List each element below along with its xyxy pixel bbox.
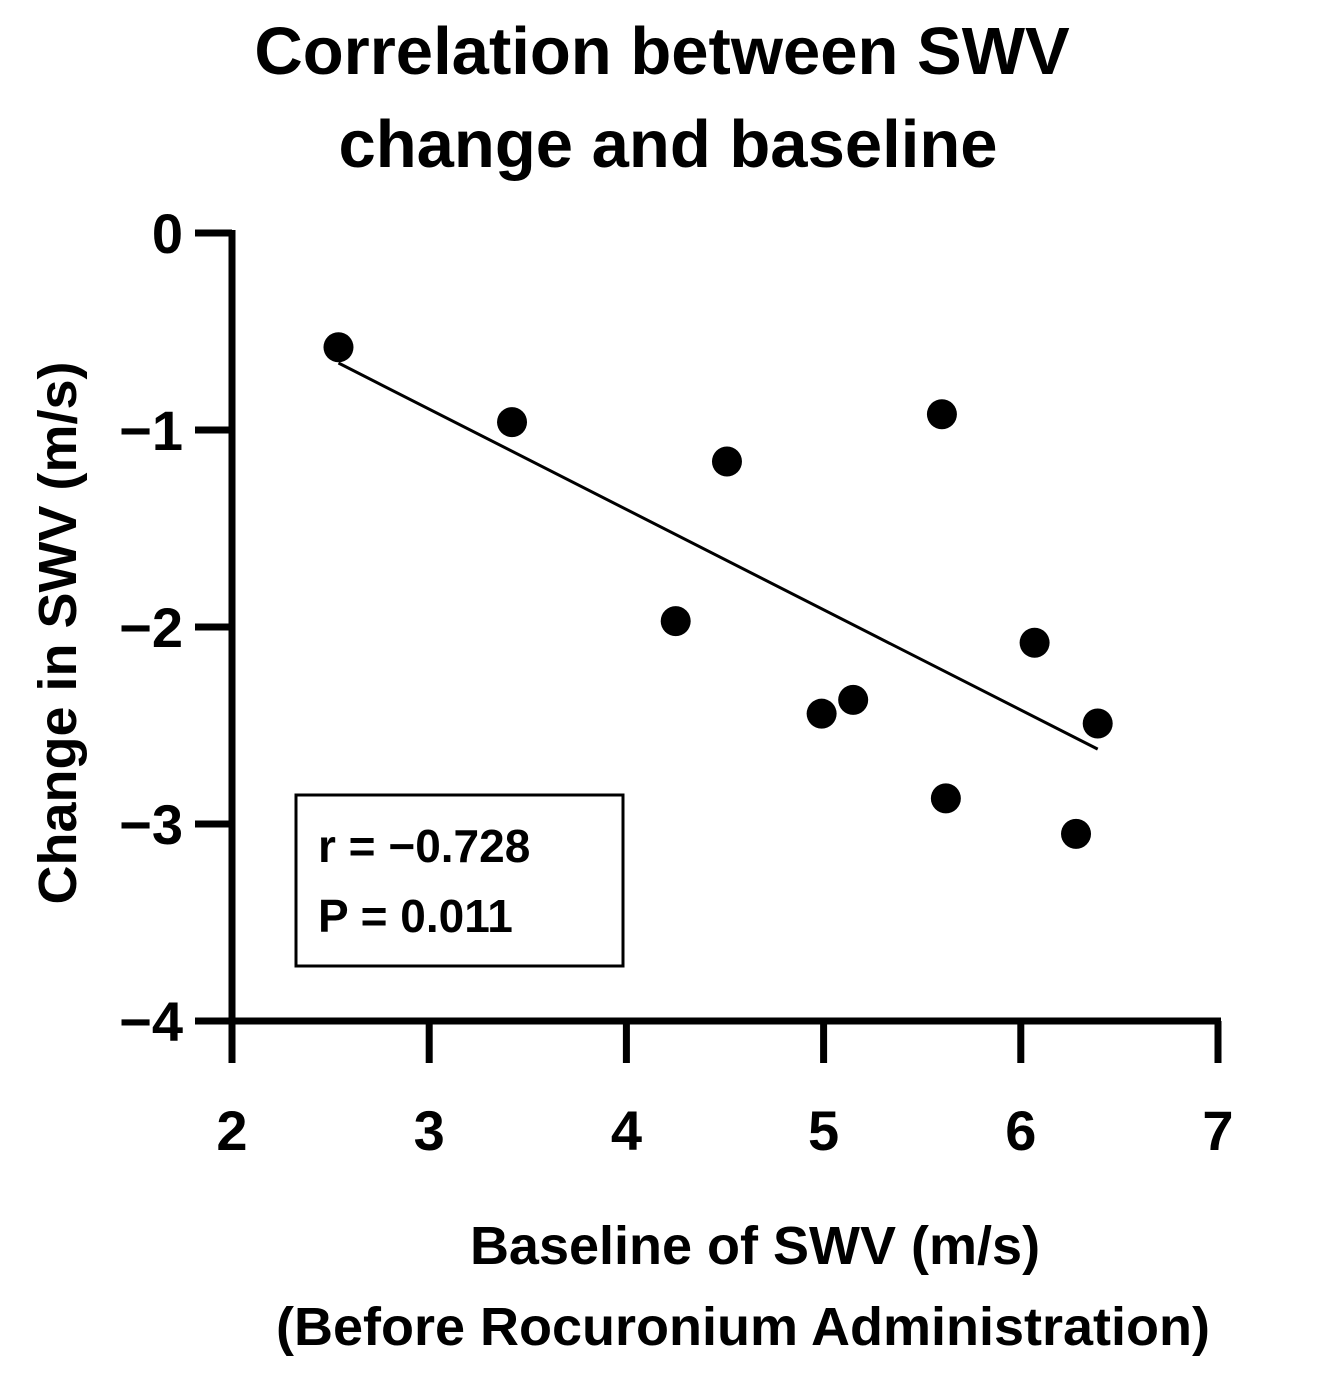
stats-r-value: r = −0.728 [318, 820, 530, 872]
y-tick-label: −2 [119, 596, 183, 659]
data-point [497, 407, 528, 438]
x-axis-label-line-2: (Before Rocuronium Administration) [276, 1297, 1210, 1357]
x-tick-label: 5 [808, 1099, 839, 1162]
data-point [323, 332, 354, 363]
y-axis-label: Change in SWV (m/s) [28, 361, 88, 904]
y-tick-label: −4 [119, 990, 183, 1053]
stats-box [294, 793, 625, 968]
x-tick-label: 7 [1202, 1099, 1233, 1162]
data-point [711, 446, 742, 477]
x-axis-ticks: 2 3 4 5 6 7 [216, 1021, 1234, 1162]
data-point [1019, 627, 1050, 658]
x-tick-label: 3 [414, 1099, 445, 1162]
stats-p-value: P = 0.011 [318, 890, 513, 942]
y-axis-ticks: 0 −1 −2 −3 −4 [119, 202, 232, 1053]
data-point [930, 783, 961, 814]
regression-line [337, 361, 1099, 751]
chart-title-line-1: Correlation between SWV [254, 14, 1070, 89]
data-point [1082, 708, 1113, 739]
x-tick-label: 2 [216, 1099, 247, 1162]
y-tick-label: −1 [119, 399, 183, 462]
data-points [323, 332, 1113, 849]
y-tick-label: −3 [119, 793, 183, 856]
x-tick-label: 4 [611, 1099, 642, 1162]
y-tick-label: 0 [152, 202, 183, 265]
data-point [660, 606, 691, 637]
data-point [838, 684, 869, 715]
data-point [926, 399, 957, 430]
data-point [806, 698, 837, 729]
data-point [1061, 818, 1092, 849]
chart-title-line-2: change and baseline [338, 107, 997, 182]
x-axis-label-line-1: Baseline of SWV (m/s) [470, 1216, 1040, 1276]
x-tick-label: 6 [1005, 1099, 1036, 1162]
